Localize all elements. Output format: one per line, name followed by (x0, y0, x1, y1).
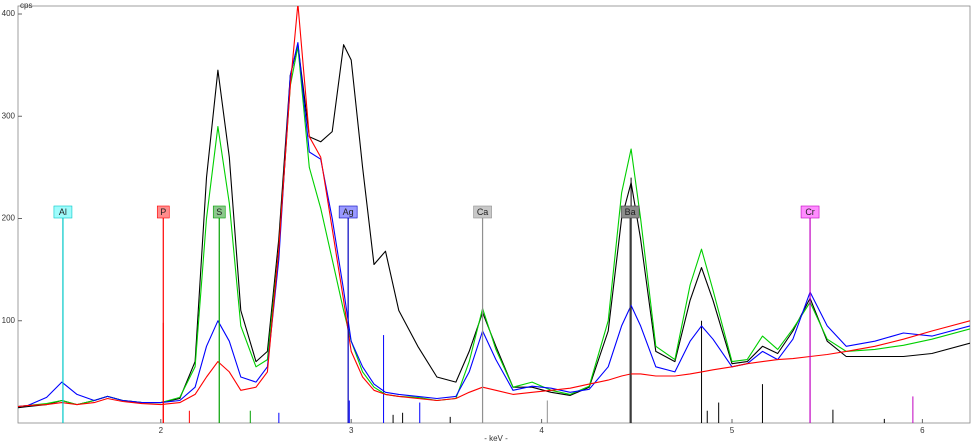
x-tick-label: 3 (349, 426, 354, 435)
y-tick-label: 300 (2, 111, 16, 120)
y-tick-label: 100 (2, 316, 16, 325)
element-label: Ba (625, 207, 636, 217)
element-label: Al (59, 207, 67, 217)
element-box (473, 205, 492, 219)
element-label: Ca (477, 207, 489, 217)
y-tick-label: 400 (2, 9, 16, 18)
element-box (800, 205, 820, 219)
x-tick-label: 5 (730, 426, 735, 435)
plot-area (18, 6, 970, 423)
element-box (212, 205, 226, 219)
x-tick-label: 2 (159, 426, 164, 435)
element-label: S (216, 207, 222, 217)
x-tick-label: 6 (920, 426, 925, 435)
y-axis-label: cps (20, 1, 32, 10)
element-label: Cr (805, 207, 815, 217)
element-label: Ag (343, 207, 354, 217)
element-box (620, 205, 640, 219)
y-tick-label: 200 (2, 214, 16, 223)
element-box (53, 205, 73, 219)
element-box (156, 205, 170, 219)
x-tick-label: 4 (539, 426, 544, 435)
element-box (338, 205, 358, 219)
element-label: P (160, 207, 166, 217)
x-axis-label: - keV - (484, 434, 508, 443)
spectrum-line (18, 6, 970, 408)
